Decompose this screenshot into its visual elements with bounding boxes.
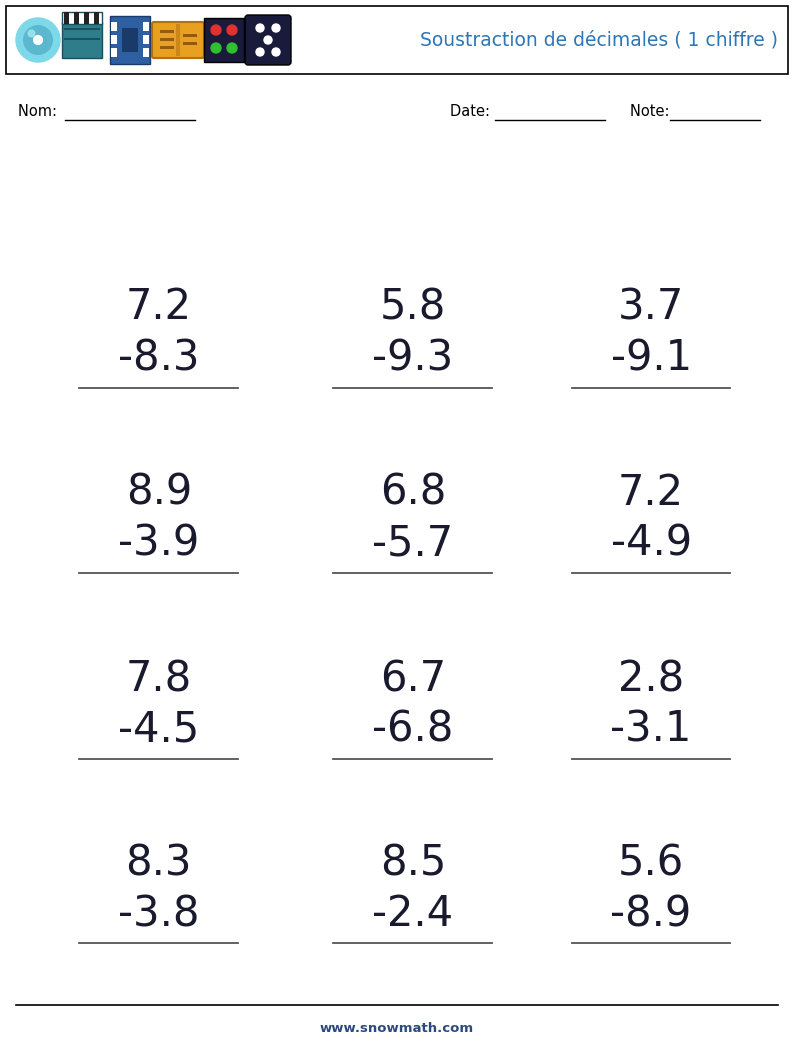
Text: 2.8: 2.8 bbox=[618, 658, 684, 700]
Text: Nom:: Nom: bbox=[18, 104, 62, 119]
Text: 6.8: 6.8 bbox=[380, 472, 446, 514]
Bar bbox=[64, 12, 69, 24]
Text: -5.7: -5.7 bbox=[372, 522, 453, 564]
FancyBboxPatch shape bbox=[245, 15, 291, 65]
Bar bbox=[160, 46, 174, 49]
Text: -2.4: -2.4 bbox=[372, 893, 453, 935]
Text: 7.2: 7.2 bbox=[125, 286, 192, 329]
Text: 8.3: 8.3 bbox=[125, 842, 192, 885]
Bar bbox=[122, 28, 138, 52]
Bar bbox=[183, 34, 197, 37]
Bar bbox=[160, 29, 174, 33]
Circle shape bbox=[256, 48, 264, 56]
Text: -6.8: -6.8 bbox=[372, 709, 453, 751]
Text: 7.8: 7.8 bbox=[125, 658, 192, 700]
Text: -9.3: -9.3 bbox=[372, 337, 453, 379]
Text: Soustraction de décimales ( 1 chiffre ): Soustraction de décimales ( 1 chiffre ) bbox=[420, 31, 778, 49]
Circle shape bbox=[256, 24, 264, 32]
Circle shape bbox=[211, 25, 221, 35]
Text: 7.2: 7.2 bbox=[618, 472, 684, 514]
Bar bbox=[160, 38, 174, 41]
Text: 5.8: 5.8 bbox=[380, 286, 446, 329]
Bar bbox=[204, 18, 244, 62]
Text: 6.7: 6.7 bbox=[380, 658, 446, 700]
Circle shape bbox=[24, 25, 52, 55]
Bar bbox=[94, 12, 99, 24]
Text: -4.5: -4.5 bbox=[118, 709, 199, 751]
Bar bbox=[84, 12, 89, 24]
Bar bbox=[74, 12, 79, 24]
Bar bbox=[176, 24, 180, 56]
Text: -3.1: -3.1 bbox=[611, 709, 692, 751]
Bar bbox=[6, 6, 788, 74]
Text: -9.1: -9.1 bbox=[611, 337, 692, 379]
Bar bbox=[64, 28, 100, 29]
Circle shape bbox=[211, 43, 221, 53]
Circle shape bbox=[227, 25, 237, 35]
Circle shape bbox=[227, 43, 237, 53]
Bar bbox=[143, 48, 149, 57]
Bar bbox=[110, 16, 150, 64]
Circle shape bbox=[272, 24, 280, 32]
Bar bbox=[111, 35, 117, 44]
Text: 8.9: 8.9 bbox=[125, 472, 192, 514]
Text: Note:: Note: bbox=[630, 104, 674, 119]
Circle shape bbox=[33, 36, 42, 44]
Text: 8.5: 8.5 bbox=[380, 842, 446, 885]
Circle shape bbox=[264, 36, 272, 44]
Text: -8.3: -8.3 bbox=[118, 337, 199, 379]
Text: Date:: Date: bbox=[450, 104, 495, 119]
Circle shape bbox=[16, 18, 60, 62]
Text: www.snowmath.com: www.snowmath.com bbox=[320, 1022, 474, 1035]
Bar bbox=[143, 35, 149, 44]
Text: -8.9: -8.9 bbox=[611, 893, 692, 935]
Circle shape bbox=[272, 48, 280, 56]
Bar bbox=[183, 42, 197, 45]
Circle shape bbox=[28, 31, 35, 37]
Text: -4.9: -4.9 bbox=[611, 522, 692, 564]
Text: -3.8: -3.8 bbox=[118, 893, 199, 935]
Text: 5.6: 5.6 bbox=[618, 842, 684, 885]
Bar bbox=[111, 22, 117, 31]
Bar bbox=[111, 48, 117, 57]
Text: 3.7: 3.7 bbox=[618, 286, 684, 329]
Bar bbox=[64, 38, 100, 40]
FancyBboxPatch shape bbox=[152, 22, 204, 58]
Text: -3.9: -3.9 bbox=[118, 522, 199, 564]
Bar bbox=[62, 12, 102, 24]
Bar bbox=[62, 22, 102, 58]
Bar bbox=[143, 22, 149, 31]
